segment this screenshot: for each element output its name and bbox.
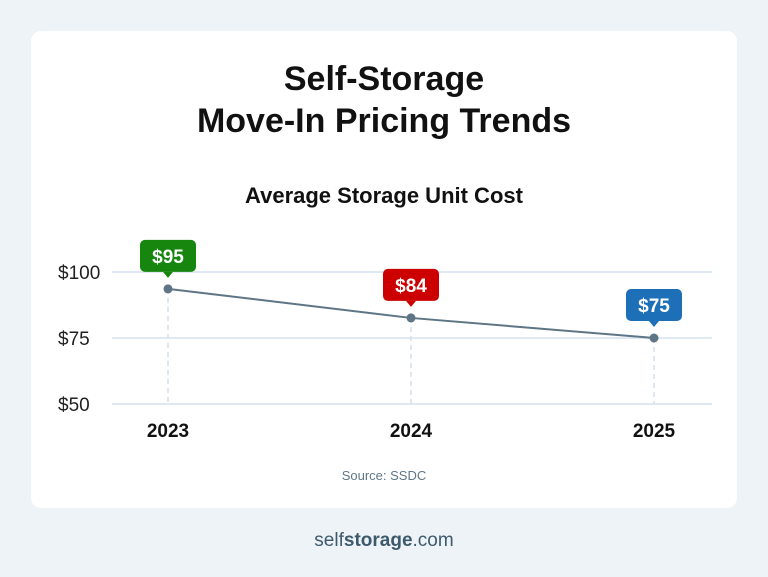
title-line-2: Move-In Pricing Trends [196, 102, 572, 140]
data-label: $84 [395, 276, 427, 297]
source-note: Source: SSDC [341, 468, 427, 483]
title-line-1: Self-Storage [283, 60, 485, 98]
brand-post: .com [412, 530, 454, 551]
data-label-bubble [626, 289, 682, 321]
data-point [406, 313, 416, 323]
chart-title: Self-Storage Move-In Pricing Trends [0, 58, 768, 142]
x-tick-label: 2023 [147, 421, 189, 442]
brand-pre: self [314, 530, 344, 551]
x-tick-label: 2024 [390, 421, 433, 442]
chart-subtitle: Average Storage Unit Cost [245, 183, 523, 208]
x-tick-label: 2025 [633, 421, 676, 442]
y-tick-label: $50 [58, 395, 90, 416]
data-label-bubble [140, 239, 196, 272]
data-label-pointer [163, 271, 173, 278]
data-label: $95 [152, 247, 184, 268]
data-point [649, 333, 659, 343]
data-label-pointer [649, 321, 659, 327]
brand-logo: selfstorage.com [0, 530, 768, 552]
brand-bold: storage [343, 530, 413, 551]
y-tick-label: $75 [58, 329, 90, 350]
data-label-bubble [383, 268, 439, 301]
y-tick-label: $100 [58, 263, 100, 284]
data-label: $75 [638, 296, 670, 317]
data-label-pointer [406, 300, 416, 307]
data-point [163, 284, 173, 294]
